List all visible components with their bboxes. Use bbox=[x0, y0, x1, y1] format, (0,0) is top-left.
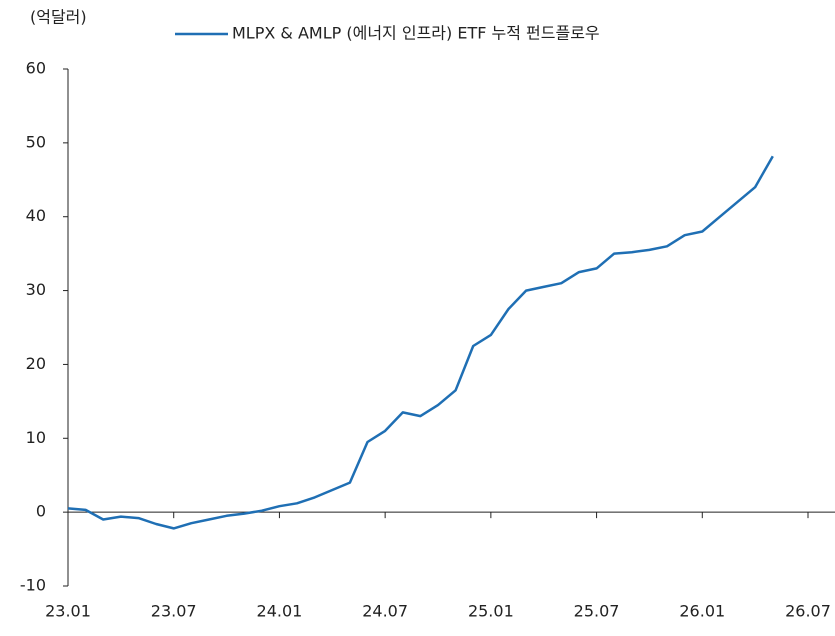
x-tick-label: 25.07 bbox=[574, 602, 620, 621]
x-tick-label: 24.01 bbox=[257, 602, 303, 621]
y-axis-label: (억달러) bbox=[30, 8, 87, 27]
y-tick-label: -10 bbox=[20, 576, 46, 595]
data-line bbox=[67, 155, 774, 530]
x-tick-label: 26.01 bbox=[679, 602, 725, 621]
x-tick-label: 23.01 bbox=[45, 602, 91, 621]
y-tick-label: 60 bbox=[26, 59, 46, 78]
x-tick-label: 24.07 bbox=[362, 602, 408, 621]
y-tick-label: 20 bbox=[26, 354, 46, 373]
x-tick-label: 25.01 bbox=[468, 602, 514, 621]
legend-label: MLPX & AMLP (에너지 인프라) ETF 누적 펀드플로우 bbox=[232, 24, 600, 43]
y-tick-label: 10 bbox=[26, 428, 46, 447]
y-tick-label: 40 bbox=[26, 206, 46, 225]
x-tick-label: 23.07 bbox=[151, 602, 197, 621]
y-tick-label: 0 bbox=[36, 502, 46, 521]
x-tick-label: 26.07 bbox=[785, 602, 831, 621]
y-tick-label: 50 bbox=[26, 132, 46, 151]
y-tick-label: 30 bbox=[26, 280, 46, 299]
